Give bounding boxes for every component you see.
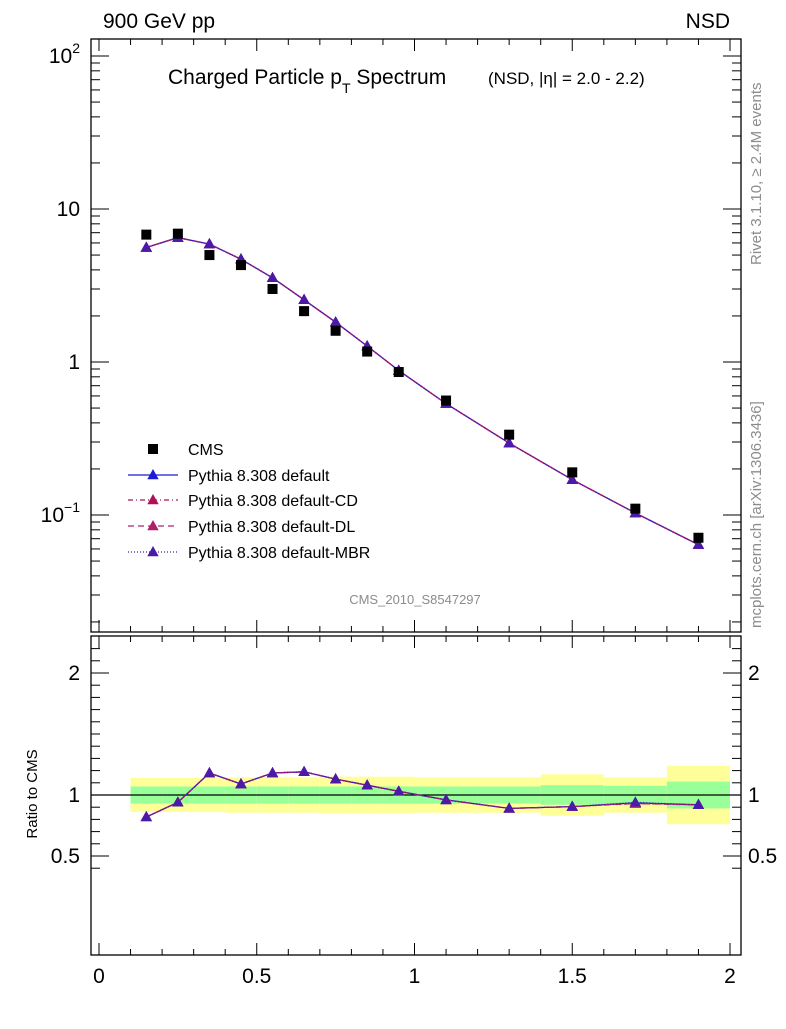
ratio-marker-mbr-6 [329,773,342,784]
ratio-marker-mbr-1 [172,796,184,807]
main-marker-mbr-4 [266,271,279,283]
x-tick-label: 1 [409,965,421,988]
main-marker-mbr-6 [329,316,342,327]
ratio-marker-mbr-7 [361,779,373,790]
energy-label: 900 GeV pp [103,10,215,33]
ytick-base: 10 [57,198,80,221]
data-point-1 [172,228,183,239]
analysis-id: CMS_2010_S8547297 [349,592,481,607]
main-ytick-label: 10−1 [41,499,81,527]
main-marker-mbr-10 [503,437,515,448]
ratio-ytick-label-left: 0.5 [51,845,80,868]
data-point-9 [441,395,452,406]
ratio-ylabel: Ratio to CMS [24,749,41,838]
ratio-ytick-label-left: 2 [68,662,80,685]
process-label: NSD [686,10,730,33]
legend-marker-dl [147,520,159,531]
data-point-7 [362,346,373,357]
ratio-marker-mbr-11 [566,800,578,811]
data-point-10 [504,429,515,440]
legend: CMS Pythia 8.308 default Pythia 8.308 defa… [128,442,370,562]
legend-label-mbr: Pythia 8.308 default-MBR [188,545,370,562]
ytick-base: 1 [68,351,80,374]
ratio-ytick-label-right: 1 [748,784,760,807]
ratio-marker-mbr-3 [235,778,247,789]
ratio-line-dl [146,771,699,818]
x-tick-label: 0 [93,965,105,988]
ratio-marker-mbr-5 [298,765,310,777]
data-point-11 [567,467,578,478]
ratio-ytick-label-left: 1 [68,784,80,807]
rivet-version-label: Rivet 3.1.10, ≥ 2.4M events [748,83,765,266]
data-point-5 [299,306,310,317]
main-data-points [141,228,704,543]
x-tick-label: 0.5 [242,965,271,988]
data-point-2 [204,250,215,261]
x-tick-label: 1.5 [558,965,587,988]
chart-title: Charged Particle pT Spectrum [168,66,446,96]
main-marker-mbr-5 [298,293,310,304]
main-marker-mbr-0 [140,241,153,252]
data-point-6 [330,325,341,336]
data-point-3 [235,260,246,271]
ytick-exponent: 2 [72,40,80,56]
legend-label-cd: Pythia 8.308 default-CD [188,493,358,510]
x-tick-label: 2 [724,965,736,988]
ratio-ytick-label-right: 0.5 [748,845,777,868]
mcplots-label: mcplots.cern.ch [arXiv:1306.3436] [748,401,765,628]
ytick-base: 10 [41,504,64,527]
ratio-series-markers [140,765,705,822]
main-ytick-label: 10 [57,198,80,221]
ytick-base: 10 [49,45,72,68]
title-subscript: T [342,80,351,96]
main-frame [90,38,742,633]
title-rest: Spectrum [351,66,447,89]
main-line-mbr [146,236,699,546]
ratio-marker-mbr-10 [503,802,515,813]
data-point-4 [267,284,278,295]
legend-marker-default [147,469,159,480]
data-point-0 [141,229,152,240]
ratio-marker-mbr-12 [629,796,642,807]
main-marker-mbr-11 [566,473,578,484]
main-series-lines [146,236,699,546]
ratio-marker-mbr-0 [140,810,153,822]
ratio-ytick-label-right: 2 [748,662,760,685]
legend-label-default: Pythia 8.308 default [188,468,330,485]
data-point-12 [630,503,641,514]
main-line-dl [146,236,699,546]
main-marker-mbr-2 [203,238,216,249]
data-point-13 [693,532,704,543]
ratio-marker-mbr-4 [266,767,279,778]
ytick-exponent: −1 [64,499,80,515]
title-main: Charged Particle p [168,66,342,89]
main-marker-mbr-13 [692,538,705,549]
legend-marker-data [148,444,158,454]
ratio-marker-mbr-9 [440,793,452,805]
ratio-marker-mbr-8 [393,785,405,796]
ratio-marker-mbr-13 [692,798,705,809]
title-cut: (NSD, |η| = 2.0 - 2.2) [488,69,645,88]
ratio-marker-mbr-2 [203,767,216,778]
legend-label-data: CMS [188,442,224,459]
legend-label-dl: Pythia 8.308 default-DL [188,519,355,536]
ratio-series-lines [146,771,699,818]
legend-marker-mbr [147,546,159,557]
data-point-8 [393,367,404,378]
legend-marker-cd [147,494,159,505]
main-ytick-label: 1 [68,351,80,374]
main-ytick-label: 102 [49,40,80,68]
